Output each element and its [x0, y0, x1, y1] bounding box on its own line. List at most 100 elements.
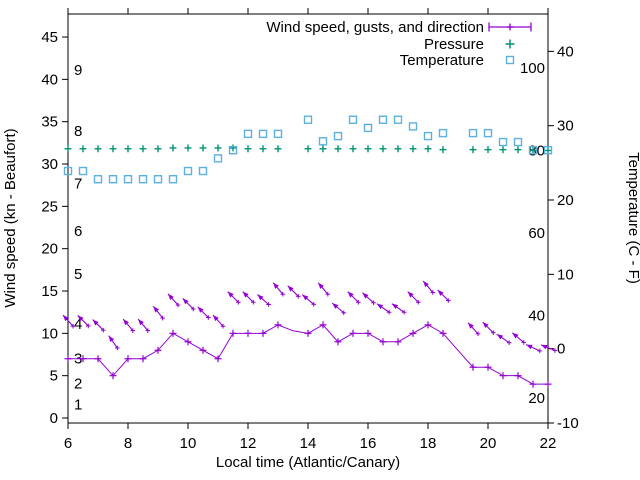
temperature-point	[168, 174, 178, 184]
gust-arrow-head	[138, 319, 144, 326]
temperature-point	[63, 166, 73, 176]
y-right-tick-label: 30	[557, 118, 574, 135]
y-left-tick-label: 30	[41, 156, 58, 173]
temperature-point	[498, 137, 508, 147]
temperature-point	[543, 146, 553, 155]
temperature-point	[78, 166, 88, 176]
gust-arrow-head	[227, 291, 234, 298]
temperature-point	[318, 137, 328, 146]
x-tick-label: 6	[64, 435, 72, 452]
beaufort-scale-label: 1	[74, 396, 82, 413]
gust-arrow-head	[108, 335, 115, 342]
gust-arrow-head	[62, 315, 69, 322]
temperature-point	[228, 146, 238, 155]
temperature-point	[213, 154, 223, 163]
y-left-tick-label: 40	[41, 71, 58, 88]
gust-arrow-head	[153, 306, 159, 313]
fahrenheit-scale-label: 20	[528, 390, 545, 407]
beaufort-scale-label: 7	[74, 175, 82, 192]
gust-arrow-head	[437, 289, 444, 296]
gust-arrow-head	[347, 291, 354, 298]
wind-errorbar-legend-icon	[488, 22, 532, 32]
temperature-point	[483, 128, 493, 138]
x-tick-label: 10	[180, 435, 197, 452]
y-left-tick-label: 20	[41, 241, 58, 258]
temperature-point	[138, 174, 148, 184]
temperature-point	[423, 131, 433, 141]
gust-arrow-head	[242, 291, 249, 298]
x-tick-label: 18	[420, 435, 437, 452]
gust-arrow-head	[407, 291, 414, 298]
y-left-tick-label: 5	[50, 368, 58, 385]
gust-arrow-head	[197, 306, 204, 313]
temperature-point	[93, 174, 103, 184]
gust-arrow-head	[512, 332, 519, 339]
temperature-point	[258, 129, 268, 139]
y-right-tick-label: 20	[557, 192, 574, 209]
legend-label-pressure: Pressure	[424, 36, 484, 53]
x-axis-title: Local time (Atlantic/Canary)	[216, 454, 400, 471]
beaufort-scale-label: 4	[74, 316, 82, 333]
y-right-tick-label: 0	[557, 341, 565, 358]
gust-arrow-head	[302, 294, 309, 301]
y-left-tick-label: 35	[41, 114, 58, 131]
gust-arrow-head	[167, 293, 174, 300]
gust-arrow-head	[541, 344, 548, 350]
temperature-point	[363, 123, 373, 133]
x-tick-label: 14	[300, 435, 317, 452]
axis-ticks-layer: 6 8 10 12 14 16 18 20 22051015202530354045123456…	[41, 8, 579, 452]
gust-arrow-head	[182, 298, 189, 305]
temperature-point	[348, 115, 358, 124]
gust-arrow-head	[212, 315, 219, 322]
gust-arrow-head	[123, 319, 129, 326]
gust-arrow-head	[391, 303, 399, 310]
temperature-point	[153, 174, 163, 184]
temperature-point	[468, 128, 478, 138]
gust-arrow-head	[287, 285, 294, 292]
y-right-tick-label: 40	[557, 43, 574, 60]
gust-arrow-head	[273, 282, 279, 289]
temperature-point	[513, 137, 523, 147]
fahrenheit-scale-label: 60	[528, 225, 545, 242]
x-tick-label: 12	[240, 435, 257, 452]
temperature-point	[303, 115, 313, 124]
temperature-point	[183, 166, 193, 176]
x-tick-label: 16	[360, 435, 377, 452]
y-left-tick-label: 10	[41, 325, 58, 342]
gust-arrow-head	[376, 303, 384, 310]
temperature-point	[108, 174, 118, 184]
plot-border	[67, 13, 549, 424]
temperature-point	[438, 128, 448, 138]
gust-arrow-head	[362, 292, 369, 299]
gust-arrow-head	[77, 315, 84, 322]
temperature-point	[243, 129, 253, 139]
gust-arrow-head	[318, 282, 324, 289]
temperature-point	[528, 146, 538, 155]
y-right-tick-label: 10	[557, 266, 574, 283]
temperature-point	[408, 122, 418, 131]
data-series-layer	[62, 115, 558, 388]
gust-arrow-head	[526, 344, 533, 350]
beaufort-scale-label: 5	[74, 266, 82, 283]
gust-arrow-head	[467, 322, 474, 329]
gust-arrow-head	[423, 281, 429, 288]
temperature-point	[393, 115, 403, 124]
gust-arrow-head	[482, 322, 489, 329]
beaufort-scale-label: 2	[74, 375, 82, 392]
y-right-tick-label: -10	[557, 415, 579, 432]
legend: Wind speed, gusts, and direction Pressur…	[266, 19, 532, 69]
y-left-tick-label: 25	[41, 198, 58, 215]
y-left-tick-label: 15	[41, 283, 58, 300]
temperature-point	[333, 131, 343, 141]
gust-arrow-head	[332, 303, 339, 309]
fahrenheit-scale-label: 100	[520, 60, 545, 77]
beaufort-scale-label: 8	[74, 123, 82, 140]
fahrenheit-scale-label: 40	[528, 308, 545, 325]
temperature-point	[198, 166, 208, 176]
x-tick-label: 20	[480, 435, 497, 452]
legend-label-wind: Wind speed, gusts, and direction	[266, 19, 484, 36]
gust-arrow-head	[257, 294, 264, 301]
x-tick-label: 22	[540, 435, 557, 452]
